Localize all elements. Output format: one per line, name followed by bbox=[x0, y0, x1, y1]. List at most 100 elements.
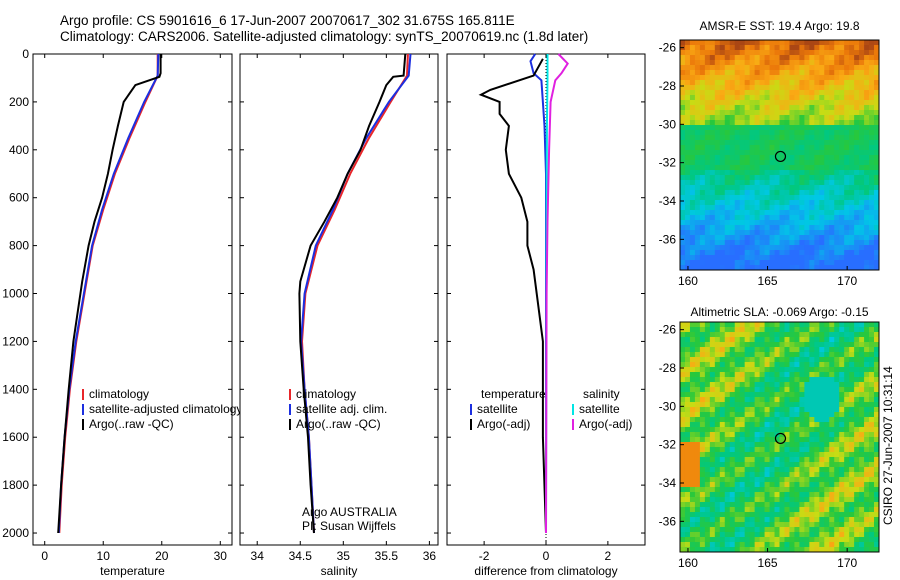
heatmap-cell bbox=[689, 392, 696, 398]
heatmap-cell bbox=[764, 245, 770, 251]
heatmap-cell bbox=[789, 372, 795, 378]
heatmap-cell bbox=[804, 482, 810, 488]
heatmap-cell bbox=[869, 352, 875, 358]
y-tick-label: 0 bbox=[22, 47, 29, 61]
heatmap-cell bbox=[724, 537, 731, 543]
heatmap-cell bbox=[834, 55, 840, 61]
heatmap-cell bbox=[794, 472, 800, 478]
heatmap-cell bbox=[809, 160, 815, 166]
heatmap-cell bbox=[749, 467, 756, 473]
heatmap-cell bbox=[754, 245, 761, 251]
heatmap-cell bbox=[824, 467, 830, 473]
heatmap-cell bbox=[724, 175, 731, 181]
heatmap-cell bbox=[739, 417, 746, 423]
heatmap-cell bbox=[694, 397, 701, 403]
heatmap-cell bbox=[804, 347, 810, 353]
heatmap-cell bbox=[809, 245, 815, 251]
heatmap-cell bbox=[709, 170, 716, 176]
heatmap-cell bbox=[839, 55, 845, 61]
heatmap-cell bbox=[689, 342, 696, 348]
heatmap-cell bbox=[769, 85, 775, 91]
heatmap-cell bbox=[814, 100, 820, 106]
heatmap-cell bbox=[864, 382, 870, 388]
x-tick-label: 10 bbox=[97, 549, 111, 563]
heatmap-cell bbox=[789, 115, 795, 121]
heatmap-cell bbox=[779, 95, 785, 101]
heatmap-cell bbox=[854, 225, 860, 231]
heatmap-cell bbox=[789, 447, 795, 453]
heatmap-cell bbox=[859, 240, 865, 246]
heatmap-cell bbox=[704, 482, 711, 488]
heatmap-cell bbox=[704, 170, 711, 176]
heatmap-cell bbox=[714, 255, 721, 261]
heatmap-cell bbox=[869, 417, 875, 423]
heatmap-cell bbox=[794, 140, 800, 146]
heatmap-cell bbox=[874, 482, 880, 488]
heatmap-cell bbox=[744, 522, 751, 528]
map-title: Altimetric SLA: -0.069 Argo: -0.15 bbox=[690, 305, 868, 319]
heatmap-cell bbox=[809, 422, 815, 428]
heatmap-cell bbox=[864, 55, 870, 61]
heatmap-cell bbox=[704, 210, 711, 216]
heatmap-cell bbox=[699, 437, 706, 443]
heatmap-cell bbox=[859, 367, 865, 373]
heatmap-cell bbox=[680, 527, 686, 533]
heatmap-cell bbox=[814, 135, 820, 141]
heatmap-cell bbox=[844, 50, 850, 56]
heatmap-cell bbox=[724, 337, 731, 343]
heatmap-cell bbox=[869, 185, 875, 191]
heatmap-cell bbox=[709, 542, 716, 548]
heatmap-cell bbox=[769, 492, 775, 498]
heatmap-cell bbox=[729, 352, 736, 358]
heatmap-cell bbox=[769, 215, 775, 221]
heatmap-cell bbox=[784, 220, 790, 226]
heatmap-cell bbox=[774, 130, 780, 136]
heatmap-cell bbox=[749, 387, 756, 393]
heatmap-cell bbox=[754, 215, 761, 221]
heatmap-cell bbox=[774, 45, 780, 51]
heatmap-cell bbox=[834, 457, 840, 463]
heatmap-cell bbox=[794, 497, 800, 503]
heatmap-cell bbox=[839, 392, 845, 398]
heatmap-cell bbox=[719, 377, 726, 383]
heatmap-cell bbox=[759, 417, 765, 423]
heatmap-cell bbox=[684, 260, 691, 266]
heatmap-cell bbox=[874, 382, 880, 388]
heatmap-cell bbox=[829, 230, 835, 236]
heatmap-cell bbox=[680, 210, 686, 216]
heatmap-cell bbox=[784, 362, 790, 368]
heatmap-cell bbox=[759, 65, 765, 71]
heatmap-cell bbox=[834, 482, 840, 488]
heatmap-cell bbox=[734, 75, 741, 81]
heatmap-cell bbox=[789, 245, 795, 251]
heatmap-cell bbox=[769, 527, 775, 533]
heatmap-cell bbox=[844, 175, 850, 181]
heatmap-cell bbox=[774, 170, 780, 176]
heatmap-cell bbox=[699, 392, 706, 398]
heatmap-cell bbox=[779, 372, 785, 378]
heatmap-cell bbox=[709, 165, 716, 171]
heatmap-cell bbox=[789, 145, 795, 151]
heatmap-cell bbox=[714, 250, 721, 256]
heatmap-cell bbox=[759, 145, 765, 151]
heatmap-cell bbox=[694, 45, 701, 51]
heatmap-cell bbox=[824, 492, 830, 498]
heatmap-cell bbox=[834, 322, 840, 328]
heatmap-cell bbox=[754, 155, 761, 161]
heatmap-cell bbox=[809, 205, 815, 211]
heatmap-cell bbox=[859, 85, 865, 91]
heatmap-cell bbox=[749, 397, 756, 403]
heatmap-cell bbox=[719, 95, 726, 101]
heatmap-cell bbox=[814, 80, 820, 86]
heatmap-cell bbox=[819, 537, 825, 543]
heatmap-cell bbox=[844, 95, 850, 101]
heatmap-cell bbox=[684, 477, 691, 483]
heatmap-cell bbox=[819, 352, 825, 358]
heatmap-cell bbox=[699, 40, 706, 46]
heatmap-cell bbox=[759, 40, 765, 46]
heatmap-cell bbox=[734, 255, 741, 261]
heatmap-cell bbox=[714, 225, 721, 231]
heatmap-cell bbox=[849, 45, 855, 51]
heatmap-cell bbox=[794, 512, 800, 518]
y-tick-label: 1800 bbox=[2, 478, 29, 492]
